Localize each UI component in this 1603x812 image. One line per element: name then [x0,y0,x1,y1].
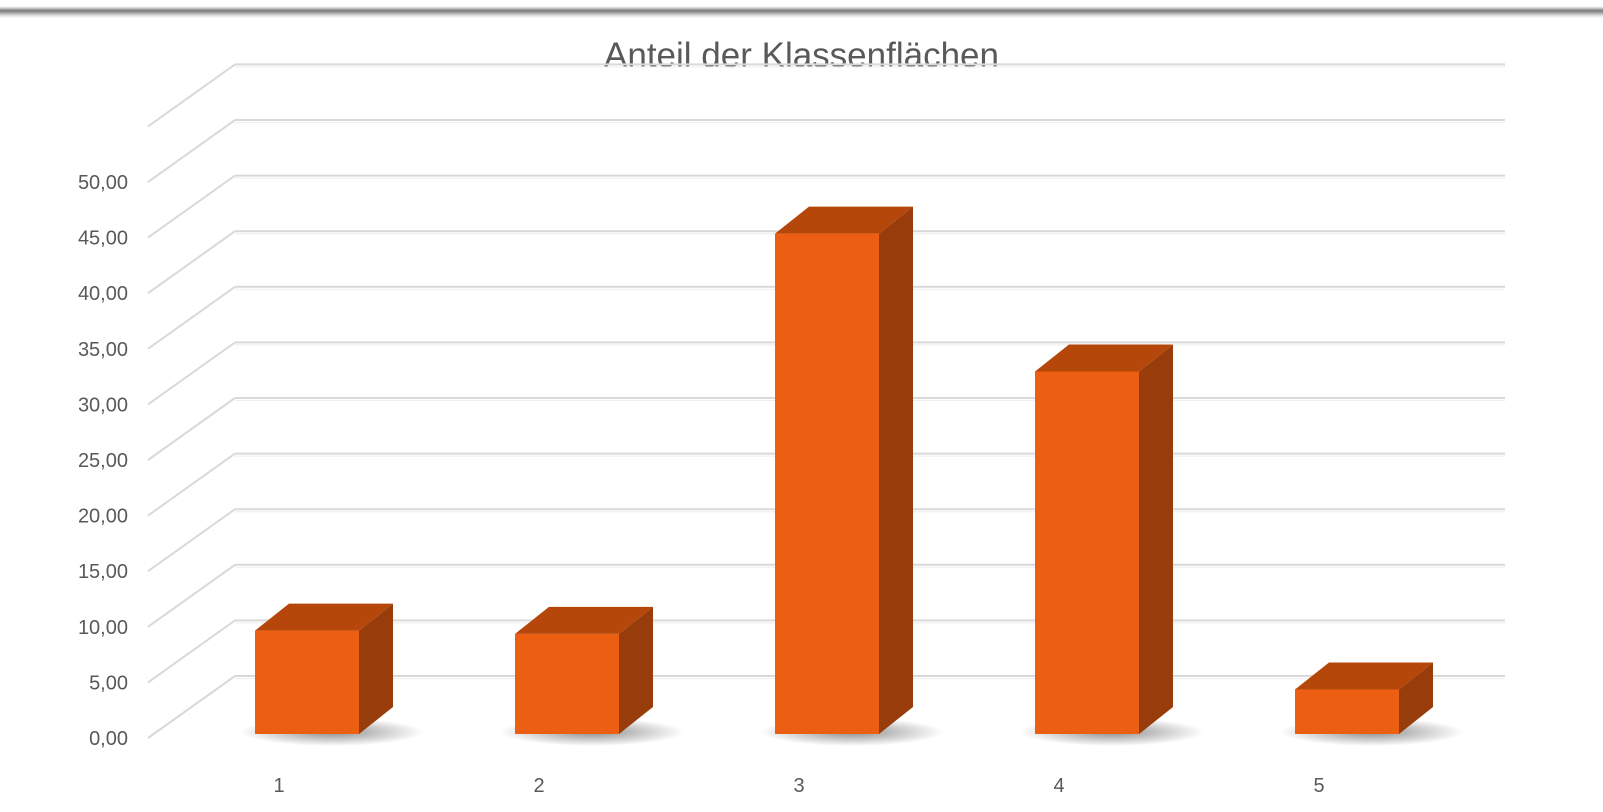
gridline-side [147,619,236,684]
y-tick-label: 25,00 [78,450,128,472]
y-tick-label: 45,00 [78,228,128,250]
y-tick-label: 5,00 [89,672,128,694]
bar-front-face [1295,689,1399,734]
window-top-border [0,0,1603,18]
y-tick-label: 50,00 [78,172,128,194]
bar-front-face [1035,371,1139,734]
y-axis-ticks: 0,00 5,00 10,00 15,00 20,00 25,00 30,00 35,00 40… [78,172,128,750]
bar-top-face [1035,344,1173,372]
gridline-side [147,230,236,295]
bar-top-face [1295,662,1433,690]
bar-front-face [775,233,879,734]
y-tick-label: 30,00 [78,394,128,416]
gridline-side [147,508,236,573]
bar-top-face [775,206,913,234]
x-tick-label: 3 [793,775,804,797]
y-tick-label: 10,00 [78,617,128,639]
gridline-side [147,174,236,239]
y-tick-label: 40,00 [78,283,128,305]
bar-2 [500,606,684,746]
gridline-side [147,341,236,406]
y-tick-label: 15,00 [78,561,128,583]
y-tick-label: 0,00 [89,728,128,750]
bar-side-face [879,206,913,735]
gridline-side [147,563,236,628]
gridline-side [147,452,236,517]
bar-1 [240,603,424,746]
gridline-side [147,63,236,128]
bar-front-face [255,630,359,734]
bar-side-face [1139,344,1173,734]
bar-side-face [619,606,653,734]
bar-top-face [515,606,653,634]
y-tick-label: 20,00 [78,506,128,528]
bars [240,206,1464,746]
gridline-side [147,675,236,739]
gridline-side [147,119,236,183]
bar-top-face [255,603,393,631]
y-tick-label: 35,00 [78,339,128,361]
gridline-side [147,397,236,461]
bar-3 [760,206,944,746]
x-tick-label: 4 [1053,775,1064,797]
x-tick-label: 2 [533,775,544,797]
chart-title: Anteil der Klassenflächen [604,36,999,75]
x-tick-label: 5 [1313,775,1324,797]
bar-4 [1020,344,1204,746]
x-axis-labels: 1 2 3 4 5 [273,775,1324,797]
bar-side-face [1399,662,1433,734]
x-tick-label: 1 [273,775,284,797]
bar-front-face [515,633,619,734]
bar-side-face [359,603,393,734]
gridline-side [147,285,236,350]
bar-5 [1280,662,1464,746]
